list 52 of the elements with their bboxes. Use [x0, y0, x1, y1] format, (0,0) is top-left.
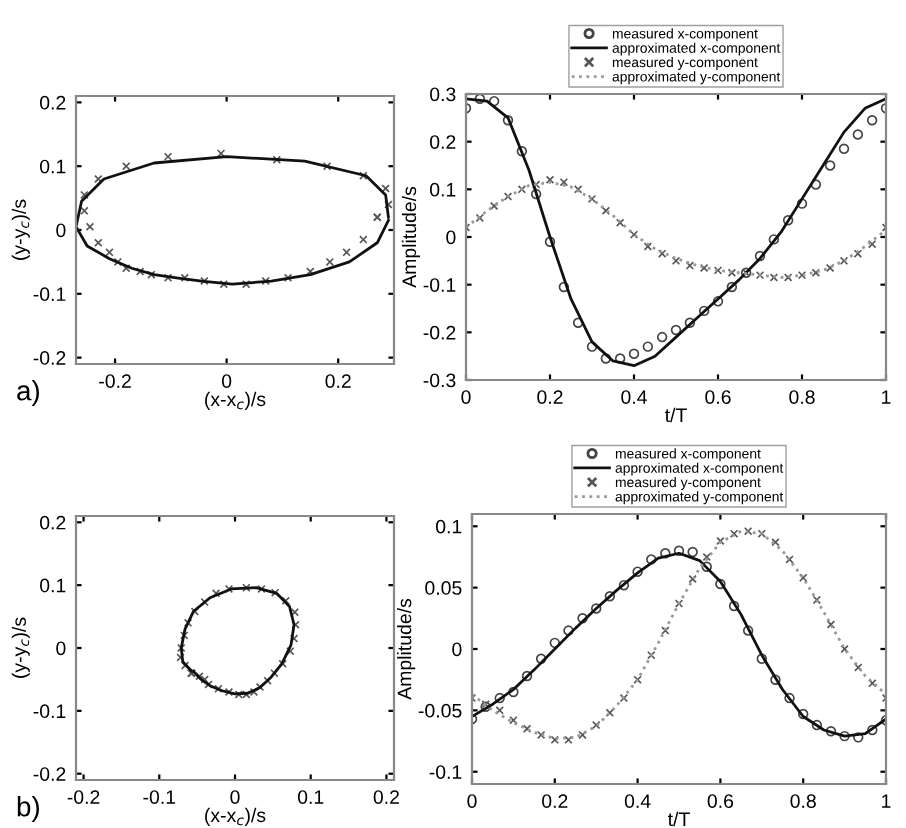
y-tick-label: 0.2	[40, 95, 66, 110]
y-tick-label: 0.1	[430, 182, 456, 197]
y-tick-label: 0.1	[436, 519, 462, 534]
y-tick-label: 0	[452, 642, 462, 657]
y-axis-title: Amplitude/s	[397, 598, 416, 700]
y-tick-label: -0.1	[423, 278, 456, 292]
text: b)	[17, 796, 39, 822]
x-tick-label: 0.6	[705, 390, 731, 404]
x-tick-label: 1	[882, 794, 891, 808]
y-tick-label: 0.3	[430, 87, 456, 102]
y-tick-label: -0.05	[418, 703, 462, 718]
x-tick-label: 0	[221, 374, 232, 388]
y-tick-label: -0.2	[33, 351, 66, 365]
y-tick-label: 0	[56, 223, 66, 238]
x-tick-label: 0.1	[297, 790, 324, 804]
x-tick-label: 0.8	[790, 794, 816, 808]
x-tick-label: 0	[467, 794, 477, 808]
x-tick-label: 0.4	[624, 794, 651, 808]
y-tick-label: 0.1	[40, 578, 66, 593]
x-tick-label: 0.6	[707, 794, 734, 808]
y-tick-label: -0.3	[423, 373, 456, 388]
y-tick-label: -0.1	[33, 287, 66, 302]
y-tick-label: 0.2	[40, 515, 66, 530]
x-tick-label: 0.8	[789, 390, 815, 404]
x-axis-title: t/T	[667, 811, 690, 827]
y-tick-label: 0.05	[425, 581, 462, 595]
x-tick-label: -0.2	[67, 790, 100, 804]
y-tick-label: 0	[56, 641, 66, 656]
x-tick-label: 0	[230, 790, 240, 804]
y-axis-title: (y-y$_{c}$)/s	[11, 617, 30, 678]
x-tick-label: 0.2	[325, 374, 351, 388]
x-tick-label: -0.1	[143, 790, 176, 804]
x-tick-label: 0.2	[542, 794, 568, 808]
y-tick-label: -0.2	[423, 325, 456, 340]
x-axis-title: t/T	[664, 407, 687, 423]
x-axis-title: (x-x$_{c}$)/s	[205, 391, 266, 410]
y-tick-label: 0.2	[430, 135, 456, 149]
x-tick-label: 0.2	[537, 390, 563, 404]
x-tick-label: 0.4	[621, 390, 647, 404]
y-tick-label: 0.1	[40, 159, 66, 174]
x-tick-label: -0.2	[99, 374, 131, 388]
y-axis-title: Amplitude/s	[401, 186, 420, 288]
y-tick-label: -0.1	[33, 704, 66, 719]
x-tick-label: 0	[461, 390, 471, 404]
text: a)	[17, 380, 39, 406]
x-tick-label: 0.2	[373, 790, 399, 804]
y-axis-title: (y-y$_{c}$)/s	[11, 199, 30, 260]
y-tick-label: -0.2	[33, 767, 66, 781]
y-tick-label: 0	[446, 230, 456, 245]
y-tick-label: -0.1	[429, 765, 462, 779]
x-axis-title: (x-x$_{c}$)/s	[205, 807, 266, 826]
x-tick-label: 1	[882, 390, 891, 404]
